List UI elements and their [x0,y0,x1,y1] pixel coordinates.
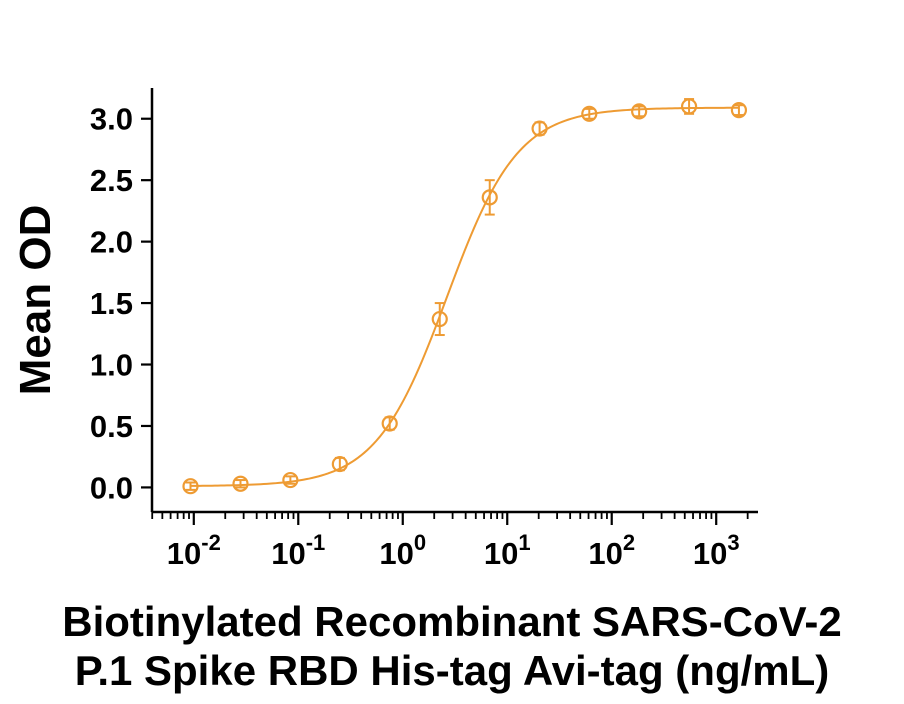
y-tick-label: 3.0 [90,102,133,137]
x-axis: 10-2 10-1 100 101 102 103 [151,510,758,571]
x-tick-label: 103 [693,530,740,571]
x-tick-label: 102 [588,530,635,571]
data-point [531,120,548,137]
x-tick-label: 10-2 [167,530,221,571]
y-tick-label: 0.5 [90,409,133,444]
data-series [182,98,748,495]
data-point [481,189,498,206]
x-tick-label: 10-1 [271,530,325,571]
fit-curve [190,106,739,487]
y-axis: 0.0 0.5 1.0 1.5 2.0 2.5 3.0 [90,88,154,512]
y-axis-label: Mean OD [11,204,60,396]
data-point [730,102,748,119]
data-point [631,103,648,120]
x-axis-title-line2: P.1 Spike RBD His-tag Avi-tag (ng/mL) [74,647,830,694]
y-tick-label: 0.0 [90,470,133,505]
x-axis-title-line1: Biotinylated Recombinant SARS-CoV-2 [62,598,842,645]
data-point [581,105,598,122]
y-tick-label: 2.0 [90,225,133,260]
data-point [232,475,249,492]
x-tick-label: 100 [379,530,426,571]
data-point [182,478,199,495]
data-point [431,310,448,328]
y-tick-label: 2.5 [90,163,133,198]
y-tick-label: 1.0 [90,348,133,383]
data-point [331,455,348,473]
data-point [680,98,698,115]
data-point [381,415,398,432]
x-axis-title: Biotinylated Recombinant SARS-CoV-2 P.1 … [0,597,904,695]
y-tick-label: 1.5 [90,286,133,321]
data-point [282,471,299,489]
x-tick-label: 101 [484,530,531,571]
